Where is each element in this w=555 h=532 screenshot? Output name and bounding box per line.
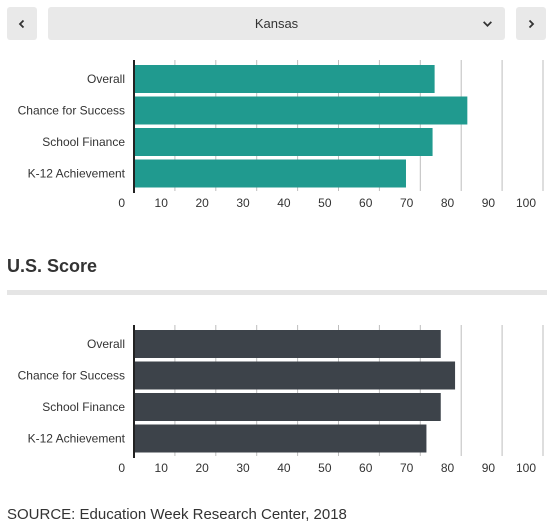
chevron-left-icon (18, 19, 25, 28)
us-chart-tick-label: 20 (195, 461, 209, 475)
us-chart-tick-label: 30 (236, 461, 250, 475)
state-chart-bar (134, 65, 435, 93)
previous-state-button[interactable] (7, 7, 37, 40)
state-chart-bar (134, 159, 406, 188)
us-chart-tick-label: 100 (516, 461, 536, 475)
state-chart-tick-label: 90 (482, 196, 496, 210)
us-chart-bar (134, 330, 441, 358)
us-chart-tick-label: 90 (482, 461, 496, 475)
chevron-right-icon (528, 19, 535, 28)
us-chart-bar (134, 361, 456, 390)
state-chart-category-label: Chance for Success (18, 104, 125, 118)
state-chart-category-label: K-12 Achievement (28, 167, 126, 181)
next-state-button[interactable] (516, 7, 546, 40)
state-score-chart: Overall Chance for Success School Finance K… (18, 60, 544, 210)
us-chart-category-label: Chance for Success (18, 369, 125, 383)
state-chart-bar (134, 128, 433, 156)
state-chart-tick-label: 50 (318, 196, 332, 210)
us-score-heading: U.S. Score (7, 256, 98, 276)
state-select-value: Kansas (254, 16, 299, 31)
state-chart-category-label: Overall (87, 72, 125, 86)
state-chart-tick-label: 30 (236, 196, 250, 210)
state-chart-tick-label: 0 (118, 196, 125, 210)
us-chart-bar (134, 424, 427, 453)
us-chart-tick-label: 70 (400, 461, 414, 475)
chevron-down-icon (483, 21, 492, 27)
state-chart-tick-label: 70 (400, 196, 414, 210)
us-chart-bar (134, 393, 441, 421)
state-chart-bar (134, 96, 468, 125)
state-chart-tick-label: 80 (441, 196, 455, 210)
us-chart-tick-label: 0 (118, 461, 125, 475)
us-chart-tick-label: 80 (441, 461, 455, 475)
state-select[interactable]: Kansas (48, 7, 505, 40)
state-chart-tick-label: 100 (516, 196, 536, 210)
us-chart-category-label: Overall (87, 337, 125, 351)
state-chart-tick-label: 10 (155, 196, 169, 210)
us-chart-tick-label: 50 (318, 461, 332, 475)
us-chart-tick-label: 40 (277, 461, 291, 475)
state-chart-tick-label: 60 (359, 196, 373, 210)
us-chart-tick-label: 10 (155, 461, 169, 475)
state-chart-category-label: School Finance (42, 135, 125, 149)
state-chart-tick-label: 40 (277, 196, 291, 210)
section-divider (7, 290, 547, 295)
source-note: SOURCE: Education Week Research Center, … (7, 506, 347, 523)
us-chart-category-label: School Finance (42, 400, 125, 414)
us-score-chart: Overall Chance for Success School Finance K… (18, 325, 544, 475)
us-chart-tick-label: 60 (359, 461, 373, 475)
us-chart-category-label: K-12 Achievement (28, 432, 126, 446)
state-chart-tick-label: 20 (195, 196, 209, 210)
